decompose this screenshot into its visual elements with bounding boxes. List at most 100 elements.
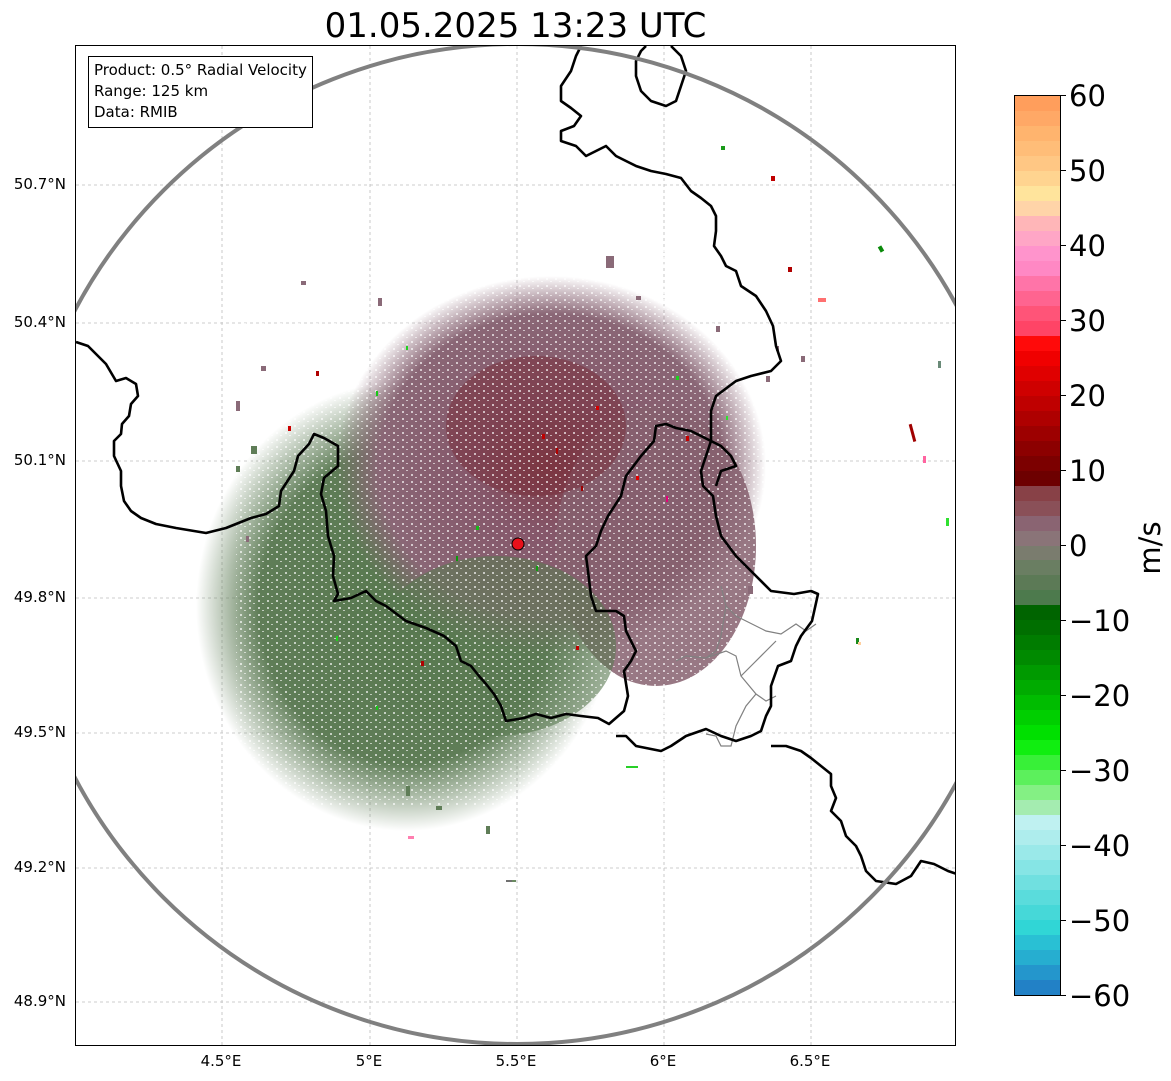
colorbar-band — [1015, 815, 1060, 831]
colorbar-band — [1015, 620, 1060, 636]
colorbar-label: −30 — [1069, 754, 1131, 788]
velocity-colorbar — [1014, 95, 1061, 996]
scattered-echoes — [236, 256, 805, 594]
map-panel[interactable] — [75, 45, 956, 1046]
colorbar-band — [1015, 875, 1060, 891]
colorbar-tick — [1060, 545, 1066, 546]
colorbar-tick — [1060, 245, 1066, 246]
colorbar-band — [1015, 530, 1060, 547]
colorbar-band — [1015, 770, 1060, 786]
colorbar-band — [1015, 395, 1060, 412]
map-title: 01.05.2025 13:23 UTC — [324, 6, 707, 46]
colorbar-band — [1015, 500, 1060, 517]
colorbar-band — [1015, 830, 1060, 846]
colorbar-band — [1015, 725, 1060, 741]
radar-map — [76, 46, 955, 1045]
colorbar-band — [1015, 170, 1060, 187]
colorbar-label: 10 — [1069, 454, 1106, 488]
colorbar-band — [1015, 185, 1060, 202]
colorbar-tick — [1060, 95, 1066, 96]
colorbar-band — [1015, 215, 1060, 232]
colorbar-band — [1015, 245, 1060, 262]
colorbar-band — [1015, 710, 1060, 726]
y-tick-label: 49.5°N — [13, 723, 66, 741]
colorbar-band — [1015, 470, 1060, 487]
colorbar-label: −20 — [1069, 679, 1131, 713]
colorbar-label: 50 — [1069, 154, 1106, 188]
colorbar-band — [1015, 590, 1060, 607]
colorbar-band — [1015, 155, 1060, 172]
colorbar-band — [1015, 950, 1060, 966]
y-tick-label: 49.8°N — [13, 588, 66, 606]
colorbar-band — [1015, 290, 1060, 307]
country-borders — [76, 46, 955, 886]
colorbar-band — [1015, 905, 1060, 921]
colorbar-label: 30 — [1069, 304, 1106, 338]
colorbar-band — [1015, 650, 1060, 666]
colorbar-band — [1015, 635, 1060, 651]
distant-echoes — [506, 146, 949, 882]
colorbar-band — [1015, 560, 1060, 577]
colorbar-band — [1015, 785, 1060, 801]
product-info-box: Product: 0.5° Radial Velocity Range: 125… — [88, 56, 313, 128]
colorbar-band — [1015, 365, 1060, 382]
colorbar-tick — [1060, 920, 1066, 921]
colorbar-band — [1015, 545, 1060, 562]
colorbar-label: 20 — [1069, 379, 1106, 413]
radar-echo-field — [196, 146, 949, 882]
y-tick-label: 50.7°N — [13, 175, 66, 193]
colorbar-band — [1015, 440, 1060, 457]
canton-line-east — [740, 640, 777, 677]
colorbar-unit-label: m/s — [1133, 521, 1167, 575]
y-tick-label: 49.2°N — [13, 858, 66, 876]
colorbar-band — [1015, 845, 1060, 861]
colorbar-band — [1015, 350, 1060, 367]
colorbar-band — [1015, 125, 1060, 142]
colorbar-band — [1015, 260, 1060, 277]
colorbar-tick — [1060, 695, 1066, 696]
border-lu-fr-south — [771, 744, 955, 886]
y-tick-label: 50.4°N — [13, 313, 66, 331]
info-product: Product: 0.5° Radial Velocity — [94, 61, 307, 79]
scattered-echoes-green — [236, 446, 490, 834]
x-tick-label: 6.5°E — [789, 1052, 831, 1070]
colorbar-band — [1015, 980, 1060, 995]
colorbar-tick — [1060, 845, 1066, 846]
colorbar-band — [1015, 485, 1060, 502]
colorbar-band — [1015, 140, 1060, 157]
colorbar-tick — [1060, 620, 1066, 621]
colorbar-band — [1015, 410, 1060, 427]
colorbar-band — [1015, 755, 1060, 771]
colorbar-tick — [1060, 170, 1066, 171]
colorbar-band — [1015, 275, 1060, 292]
border-be-lu-east — [616, 440, 820, 753]
x-tick-label: 5.5°E — [495, 1052, 537, 1070]
colorbar-label: −10 — [1069, 604, 1131, 638]
border-fr-be-west — [76, 340, 712, 726]
colorbar-band — [1015, 920, 1060, 936]
colorbar-label: −60 — [1069, 979, 1131, 1013]
colorbar-label: 0 — [1069, 529, 1088, 563]
canton-line-north — [720, 585, 817, 635]
colorbar-band — [1015, 935, 1060, 951]
colorbar-label: −50 — [1069, 904, 1131, 938]
colorbar-band — [1015, 110, 1060, 127]
colorbar-tick — [1060, 770, 1066, 771]
colorbar-band — [1015, 665, 1060, 681]
colorbar-band — [1015, 680, 1060, 696]
colorbar-band — [1015, 305, 1060, 322]
colorbar-tick — [1060, 470, 1066, 471]
colorbar-band — [1015, 890, 1060, 906]
colorbar-band — [1015, 230, 1060, 247]
colorbar-band — [1015, 335, 1060, 352]
border-west-wiggle — [710, 439, 738, 487]
canton-line-west — [705, 605, 727, 659]
y-tick-label: 48.9°N — [13, 992, 66, 1010]
velocity-outliers — [288, 346, 728, 882]
colorbar-band — [1015, 575, 1060, 592]
radar-range-ring — [76, 46, 955, 1045]
x-tick-label: 4.5°E — [200, 1052, 242, 1070]
colorbar-band — [1015, 455, 1060, 472]
canton-line-mid — [675, 650, 777, 702]
colorbar-band — [1015, 515, 1060, 532]
